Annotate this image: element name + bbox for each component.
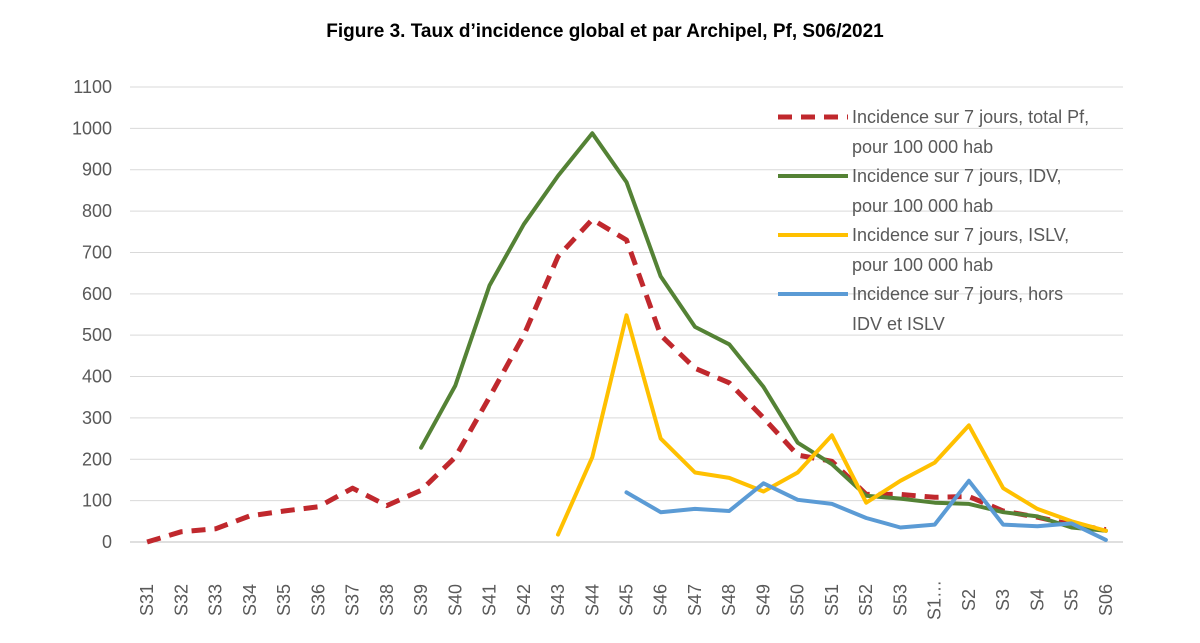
x-tick-label: S51 [822,584,842,616]
x-tick-label: S3 [993,589,1013,611]
y-tick-label: 500 [82,325,112,345]
x-tick-label: S32 [171,584,191,616]
series-line [146,216,1107,545]
legend-label: pour 100 000 hab [852,196,993,216]
series-lines [146,131,1108,545]
y-tick-label: 300 [82,408,112,428]
legend: Incidence sur 7 jours, total Pf, pour 100… [778,107,1089,334]
x-tick-label: S52 [856,584,876,616]
x-tick-label: S4 [1027,589,1047,611]
y-tick-label: 800 [82,201,112,221]
legend-label: pour 100 000 hab [852,255,993,275]
x-tick-label: S42 [514,584,534,616]
x-tick-label: S34 [240,584,260,616]
series-3 [556,313,1108,537]
x-tick-label: S06 [1096,584,1116,616]
x-tick-label: S37 [343,584,363,616]
series-4 [624,478,1108,542]
x-tick-label: S39 [411,584,431,616]
legend-item: Incidence sur 7 jours, total Pf, pour 100… [778,107,1089,157]
legend-item: Incidence sur 7 jours, ISLV, pour 100 000… [778,225,1069,275]
x-tick-label: S46 [651,584,671,616]
x-tick-label: S45 [617,584,637,616]
x-tick-label: S31 [137,584,157,616]
legend-label: Incidence sur 7 jours, ISLV, [852,225,1069,245]
x-tick-label: S36 [308,584,328,616]
legend-item: Incidence sur 7 jours, IDV, pour 100 000 … [778,166,1061,216]
chart-title: Figure 3. Taux d’incidence global et par… [326,21,884,42]
legend-label: IDV et ISLV [852,314,945,334]
y-axis-ticks: 0 100 200 300 400 500 600 700 800 900 1000 1100 [72,77,112,552]
x-tick-label: S2 [959,589,979,611]
series-2 [419,131,1108,533]
legend-label: Incidence sur 7 jours, hors [852,284,1063,304]
legend-item: Incidence sur 7 jours, hors IDV et ISLV [778,284,1063,334]
y-tick-label: 400 [82,367,112,387]
legend-label: Incidence sur 7 jours, IDV, [852,166,1061,186]
x-tick-label: S35 [274,584,294,616]
x-tick-label: S53 [890,584,910,616]
y-tick-label: 700 [82,242,112,262]
x-tick-label: S41 [480,584,500,616]
x-tick-label: S49 [753,584,773,616]
series-line [624,478,1108,542]
series-line [556,313,1108,537]
x-tick-label: S33 [206,584,226,616]
x-tick-label: S38 [377,584,397,616]
x-tick-label: S50 [788,584,808,616]
legend-label: Incidence sur 7 jours, total Pf, [852,107,1089,127]
x-tick-label: S44 [582,584,602,616]
x-tick-label: S48 [719,584,739,616]
y-tick-label: 200 [82,449,112,469]
x-tick-label: S40 [445,584,465,616]
gridlines [130,86,1123,543]
x-axis-ticks: S31 S32 S33 S34 S35 S36 S37 S38 S39 S40 S41 S42 S43 S… [137,580,1116,620]
x-tick-label: S43 [548,584,568,616]
legend-label: pour 100 000 hab [852,137,993,157]
y-tick-label: 0 [102,532,112,552]
x-tick-label: S47 [685,584,705,616]
series-line [419,131,1108,533]
y-tick-label: 1100 [73,77,112,97]
y-tick-label: 100 [82,491,112,511]
y-tick-label: 1000 [72,118,112,138]
x-tick-label: S5 [1062,589,1082,611]
y-tick-label: 900 [82,160,112,180]
series-1 [146,216,1107,545]
x-tick-label: S1… [925,580,945,620]
y-tick-label: 600 [82,284,112,304]
